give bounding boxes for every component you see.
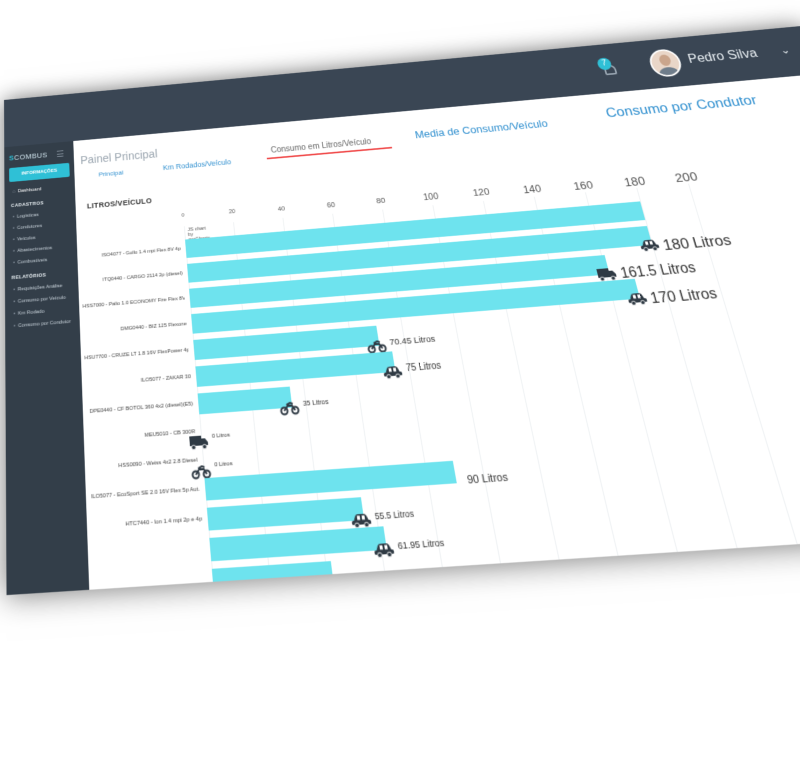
- car-icon: [372, 539, 396, 560]
- drop-icon: ▪: [13, 260, 15, 265]
- sidebar-item-combustiveis[interactable]: ▪ Combustíveis: [13, 258, 47, 266]
- sidebar-section-relatorios: RELATÓRIOS: [12, 273, 47, 281]
- brand-logo: SCOMBUS: [9, 151, 48, 162]
- bar[interactable]: [209, 526, 386, 561]
- x-tick-label: 80: [376, 196, 387, 206]
- sidebar-item-requisicoes[interactable]: ▪ Requisições Análise: [13, 284, 62, 293]
- sidebar-item-dashboard[interactable]: ⌂ Dashboard: [12, 187, 41, 194]
- category-label: [92, 547, 205, 554]
- category-label: HSS0090 - Weiss 4x2 2.8 Diesel: [88, 458, 197, 472]
- home-icon: ⌂: [12, 189, 15, 194]
- list-icon: ▪: [13, 215, 15, 220]
- report-icon: ▪: [13, 311, 15, 316]
- app-window: 7 Pedro Silva ⌄ SCOMBUS ☰ INFORMAÇÕES ⌂ D…: [4, 26, 800, 595]
- report-icon: ▪: [13, 299, 15, 304]
- sidebar-item-consumo-condutor[interactable]: ▪ Consumo por Condutor: [14, 319, 71, 329]
- x-tick-label: 160: [572, 178, 594, 192]
- x-tick-label: 120: [472, 187, 490, 198]
- motorcycle-icon: [279, 397, 301, 416]
- fuel-icon: ▪: [13, 249, 15, 254]
- value-label: 90 Litros: [466, 471, 509, 486]
- x-tick-label: 180: [623, 174, 647, 189]
- category-label: HTC7440 - Ion 1.4 mpi 2p e 4p: [91, 516, 203, 530]
- value-label: 70.45 Litros: [389, 334, 436, 348]
- tab-principal[interactable]: Principal: [98, 169, 123, 178]
- category-label: MEU5010 - CB 300R: [87, 429, 195, 443]
- tab-consumo-condutor[interactable]: Consumo por Condutor: [604, 92, 759, 121]
- category-label: HSU7700 - CRUZE LT 1.8 16V FlexPower 4p …: [84, 348, 189, 362]
- value-label: 75 Litros: [405, 361, 442, 374]
- value-label: 0 Litros: [214, 461, 233, 468]
- bar[interactable]: [207, 497, 364, 530]
- value-label: 61.95 Litros: [397, 537, 445, 551]
- value-label: 35 Litros: [302, 397, 329, 408]
- x-tick-label: 200: [673, 170, 699, 186]
- x-tick-label: 40: [277, 205, 285, 213]
- truck-icon: [188, 432, 209, 451]
- value-label: 0 Litros: [212, 433, 230, 440]
- tab-media-consumo[interactable]: Media de Consumo/Veículo: [414, 117, 549, 140]
- sidebar-section-cadastros: CADASTROS: [11, 201, 44, 209]
- value-label: 55.5 Litros: [374, 508, 414, 521]
- main-content: Painel Principal Principal Km Rodados/Ve…: [73, 74, 800, 590]
- menu-toggle-icon[interactable]: ☰: [56, 149, 64, 160]
- chart-section-title: LITROS/VEÍCULO: [87, 197, 152, 211]
- sidebar-item-consumo-veiculo[interactable]: ▪ Consumo por Veículo: [13, 295, 65, 304]
- page-title: Painel Principal: [80, 147, 158, 166]
- x-tick-label: 140: [522, 183, 542, 196]
- category-label: ILO5077 - ZAKAR 30: [85, 374, 191, 388]
- category-label: ILO5077 - EcoSport SE 2.0 16V Flex 5p Au…: [90, 487, 201, 501]
- user-icon: ▪: [13, 226, 15, 231]
- car-icon: [637, 236, 661, 253]
- bar[interactable]: [212, 561, 334, 593]
- category-label: DMG0440 - BIZ 125 Flexone: [83, 322, 186, 335]
- sidebar-item-condutores[interactable]: ▪ Condutores: [13, 224, 42, 231]
- value-label: 180 Litros: [661, 232, 733, 255]
- report-icon: ▪: [14, 324, 16, 329]
- x-tick-label: 60: [326, 200, 335, 209]
- sidebar-item-km-rodado[interactable]: ▪ Km Rodado: [13, 309, 44, 317]
- car-icon: [382, 362, 405, 380]
- info-button[interactable]: INFORMAÇÕES: [9, 163, 70, 182]
- car-icon: [624, 289, 648, 307]
- car-icon: ▪: [13, 237, 15, 242]
- x-tick-label: 20: [229, 209, 236, 215]
- category-label: DPE0440 - CF BOTOL 360 4x2 (diesel)(E5): [86, 401, 193, 415]
- avatar[interactable]: [646, 48, 684, 78]
- category-label: ISO4077 - Gollo 1.4 mpi Flex 8V 4p: [81, 247, 181, 260]
- chevron-down-icon[interactable]: ⌄: [778, 44, 792, 57]
- tab-km-rodados[interactable]: Km Rodados/Veículo: [163, 158, 232, 172]
- sidebar-item-logisticas[interactable]: ▪ Logísticas: [13, 213, 39, 220]
- category-label: ITQ0440 - CARGO 2114 2p (diesel): [82, 271, 183, 284]
- x-tick-label: 100: [423, 192, 440, 203]
- category-label: HSS7000 - Palio 1.0 ECONOMY Fire Flex 8V…: [82, 296, 184, 309]
- sidebar-item-veiculos[interactable]: ▪ Veículos: [13, 236, 36, 243]
- report-icon: ▪: [13, 287, 15, 292]
- sidebar-item-abastecimentos[interactable]: ▪ Abastecimentos: [13, 246, 52, 254]
- x-tick-label: 0: [182, 213, 185, 218]
- user-name[interactable]: Pedro Silva: [686, 47, 759, 67]
- bar[interactable]: [204, 461, 456, 501]
- notifications-button[interactable]: 7: [596, 57, 623, 80]
- value-label: 170 Litros: [649, 285, 720, 307]
- category-label: [93, 578, 207, 585]
